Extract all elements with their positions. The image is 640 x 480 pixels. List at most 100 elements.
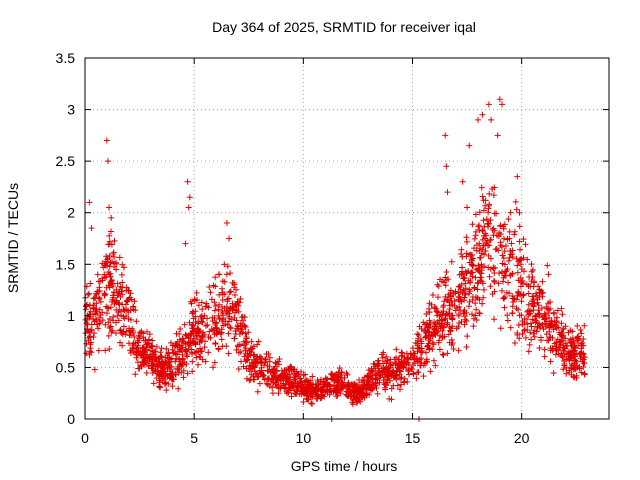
data-point (463, 234, 470, 241)
data-point (247, 352, 254, 359)
data-point (293, 390, 300, 397)
data-point (94, 271, 101, 278)
data-point (174, 344, 181, 351)
data-point (334, 392, 341, 399)
data-point (448, 258, 455, 265)
data-point (479, 227, 486, 234)
data-point (189, 310, 196, 317)
data-point (501, 261, 508, 268)
data-point (511, 339, 518, 346)
data-point (93, 308, 100, 315)
data-point (524, 321, 531, 328)
data-point (472, 228, 479, 235)
data-point (135, 365, 142, 372)
data-point (206, 284, 213, 291)
data-point (234, 322, 241, 329)
data-point (298, 384, 305, 391)
data-point (476, 296, 483, 303)
data-point (514, 330, 521, 337)
data-point (135, 342, 142, 349)
data-point (487, 266, 494, 273)
data-point (525, 301, 532, 308)
data-point (458, 246, 465, 253)
data-point (372, 375, 379, 382)
data-point (545, 271, 552, 278)
data-point (285, 385, 292, 392)
data-point (215, 312, 222, 319)
data-point (500, 274, 507, 281)
data-point (463, 310, 470, 317)
data-point (99, 317, 106, 324)
data-point (551, 310, 558, 317)
data-point (106, 346, 113, 353)
data-point (474, 286, 481, 293)
data-point (113, 260, 120, 267)
data-point (441, 323, 448, 330)
data-point (129, 329, 136, 336)
data-point (339, 385, 346, 392)
data-point (498, 287, 505, 294)
data-point (560, 358, 567, 365)
data-point (266, 358, 273, 365)
data-point (549, 334, 556, 341)
data-point (504, 317, 511, 324)
data-point (436, 313, 443, 320)
data-point (103, 310, 110, 317)
data-point (550, 370, 557, 377)
data-point (517, 256, 524, 263)
data-point (227, 270, 234, 277)
data-point (535, 320, 542, 327)
data-point (481, 223, 488, 230)
data-point (436, 321, 443, 328)
data-point (404, 355, 411, 362)
data-point (581, 370, 588, 377)
data-point (394, 382, 401, 389)
data-point (308, 400, 315, 407)
data-point (497, 223, 504, 230)
data-point (489, 291, 496, 298)
data-point (509, 254, 516, 261)
data-point (369, 384, 376, 391)
data-point (469, 221, 476, 228)
data-point (231, 335, 238, 342)
data-point (405, 368, 412, 375)
data-point (180, 374, 187, 381)
data-point (366, 391, 373, 398)
data-point (542, 323, 549, 330)
data-point (482, 247, 489, 254)
data-point (404, 378, 411, 385)
data-point (563, 364, 570, 371)
data-point (343, 370, 350, 377)
data-point (570, 347, 577, 354)
data-point (411, 356, 418, 363)
data-point (272, 359, 279, 366)
data-point (532, 317, 539, 324)
data-point (463, 343, 470, 350)
data-point (270, 366, 277, 373)
y-tick-label: 1 (67, 308, 75, 324)
data-point (579, 358, 586, 365)
data-point (211, 359, 218, 366)
data-point (116, 254, 123, 261)
data-point (555, 324, 562, 331)
data-point (476, 240, 483, 247)
data-point (149, 342, 156, 349)
data-point (371, 363, 378, 370)
data-point (477, 254, 484, 261)
data-point (386, 373, 393, 380)
data-point (233, 325, 240, 332)
data-point (567, 327, 574, 334)
data-point (223, 309, 230, 316)
data-point (434, 281, 441, 288)
data-point (113, 286, 120, 293)
data-point (471, 235, 478, 242)
data-point (211, 307, 218, 314)
data-point (226, 313, 233, 320)
data-point (311, 389, 318, 396)
data-point (558, 320, 565, 327)
data-point (566, 367, 573, 374)
x-tick-label: 10 (296, 430, 312, 446)
data-point (141, 344, 148, 351)
data-point (479, 300, 486, 307)
data-point (479, 111, 486, 118)
